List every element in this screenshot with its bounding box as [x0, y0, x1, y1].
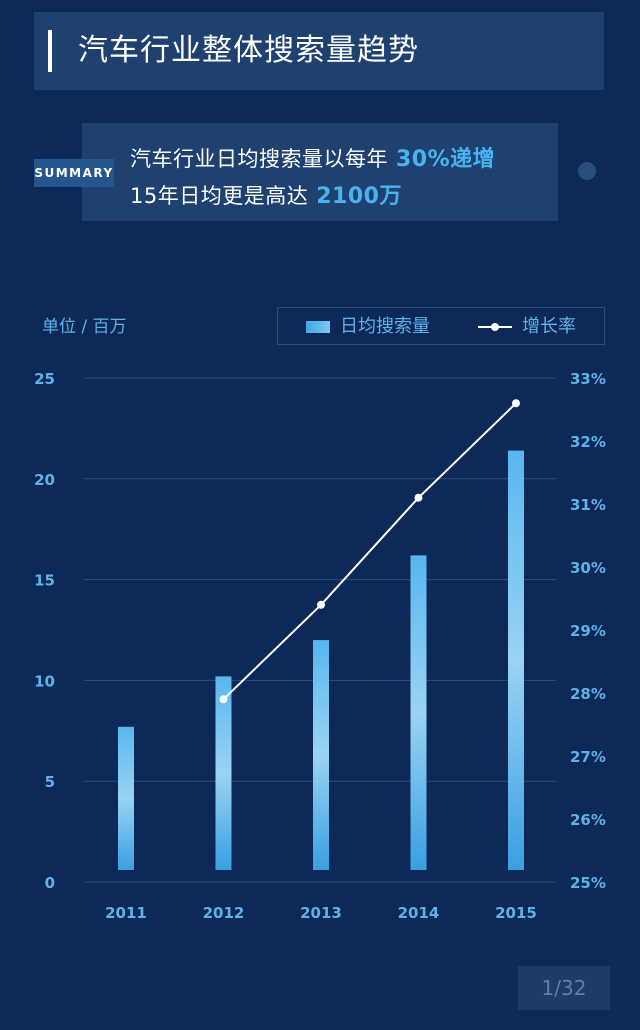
y-right-tick-label: 31%	[570, 496, 606, 514]
y-right-tick-label: 32%	[570, 433, 606, 451]
x-tick-label: 2014	[398, 904, 440, 922]
legend-bar-label: 日均搜索量	[340, 316, 430, 337]
bar	[410, 555, 427, 870]
y-left-tick-label: 15	[34, 572, 55, 590]
growth-rate-point	[219, 695, 228, 704]
y-right-tick-label: 28%	[570, 685, 606, 703]
legend-line-dot	[491, 323, 499, 331]
title-accent-bar	[48, 30, 52, 72]
y-right-tick-label: 29%	[570, 622, 606, 640]
y-right-tick-label: 25%	[570, 874, 606, 892]
y-right-tick-label: 30%	[570, 559, 606, 577]
decorative-dot	[578, 162, 596, 180]
y-left-tick-label: 0	[45, 874, 55, 892]
y-left-tick-label: 5	[45, 773, 55, 791]
x-tick-label: 2015	[495, 904, 537, 922]
y-right-tick-label: 33%	[570, 370, 606, 388]
summary-tag: SUMMARY	[34, 159, 114, 187]
chart-legend: 日均搜索量 增长率	[277, 307, 605, 345]
bar	[313, 640, 329, 870]
summary-line-2-highlight: 2100万	[316, 184, 402, 209]
x-tick-label: 2011	[105, 904, 147, 922]
summary-line-1: 汽车行业日均搜索量以每年 30%递增	[130, 141, 495, 173]
summary-line-1-highlight: 30%递增	[396, 147, 496, 172]
y-left-tick-label: 10	[34, 672, 55, 690]
unit-label: 单位 / 百万	[42, 317, 127, 337]
y-right-tick-label: 27%	[570, 748, 606, 766]
legend-line-label: 增长率	[522, 316, 576, 337]
x-tick-label: 2013	[300, 904, 342, 922]
growth-rate-point	[414, 493, 423, 502]
growth-rate-line	[222, 402, 517, 701]
growth-rate-point	[512, 399, 520, 408]
page-title: 汽车行业整体搜索量趋势	[78, 33, 419, 68]
y-left-tick-label: 20	[34, 471, 55, 489]
summary-line-2: 15年日均更是高达 2100万	[130, 178, 402, 210]
y-left-tick-label: 25	[34, 370, 55, 388]
summary-line-2-text: 15年日均更是高达	[130, 184, 309, 208]
page-indicator: 1/32	[518, 966, 610, 1010]
summary-line-1-text: 汽车行业日均搜索量以每年	[130, 147, 388, 171]
legend-bar-swatch	[306, 321, 330, 333]
bar	[215, 676, 232, 870]
bar	[118, 726, 134, 870]
x-tick-label: 2012	[203, 904, 245, 922]
growth-rate-point	[317, 600, 325, 609]
bar	[508, 450, 524, 870]
y-right-tick-label: 26%	[570, 811, 606, 829]
summary-box	[82, 123, 558, 221]
title-bar: 汽车行业整体搜索量趋势	[34, 12, 604, 90]
